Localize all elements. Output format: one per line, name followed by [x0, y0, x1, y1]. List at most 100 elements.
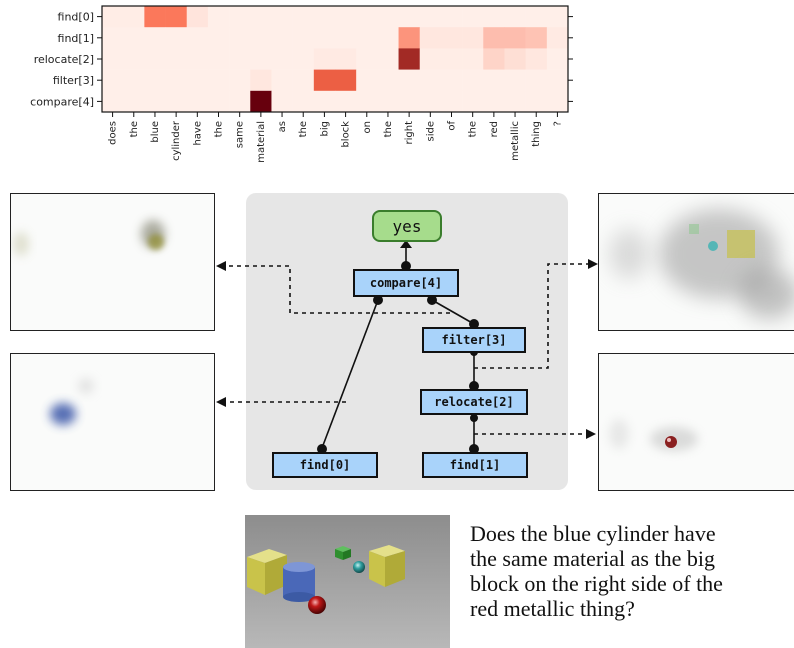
heatmap-cell — [123, 69, 145, 92]
heatmap-col-label: the — [298, 121, 309, 137]
heatmap-cell — [313, 48, 336, 70]
heatmap-col-label: cylinder — [171, 120, 182, 161]
question-text: Does the blue cylinder have the same mat… — [470, 521, 794, 621]
heatmap-cell — [525, 27, 548, 49]
heatmap-cell — [271, 90, 293, 113]
heatmap-cell — [144, 6, 166, 28]
heatmap-cell — [165, 90, 188, 113]
attention-blobs — [50, 378, 94, 425]
heatmap-col-labels: does the blue cylinder have the same material as… — [108, 112, 563, 163]
heatmap-cell — [144, 90, 166, 113]
heatmap-cell — [271, 6, 293, 28]
heatmap-cell — [102, 90, 124, 113]
heatmap-cell — [356, 90, 378, 113]
heatmap-cell — [186, 6, 209, 28]
heatmap-cell — [186, 90, 209, 113]
heatmap-cell — [229, 90, 251, 113]
heatmap-cell — [207, 27, 230, 49]
heatmap-cell — [271, 69, 293, 92]
edge-compare-find0 — [321, 299, 379, 449]
heatmap-cell — [398, 6, 421, 28]
heatmap-cell — [546, 48, 569, 70]
heatmap-cell — [292, 69, 315, 92]
heatmap-cell — [483, 6, 505, 28]
heatmap-cell — [377, 48, 399, 70]
module-filter: filter[3] — [422, 327, 526, 353]
heatmap-col-label: the — [214, 121, 225, 137]
attention-map-find-0 — [10, 353, 215, 491]
heatmap-cell — [546, 69, 569, 92]
heatmap-cell — [440, 27, 463, 49]
question-line: red metallic thing? — [470, 596, 635, 621]
attention-blobs — [609, 209, 794, 319]
heatmap-cell — [356, 6, 378, 28]
heatmap-cell — [144, 69, 166, 92]
heatmap-cell — [186, 69, 209, 92]
heatmap-cell — [102, 48, 124, 70]
heatmap-row-label: relocate[2] — [34, 53, 94, 66]
heatmap-cell — [440, 6, 463, 28]
attention-blobs — [609, 419, 698, 451]
heatmap-cell — [292, 27, 315, 49]
heatmap-cell — [546, 90, 569, 113]
heatmap-col-label: thing — [531, 121, 542, 147]
heatmap-cell — [504, 90, 526, 113]
heatmap-col-label: metallic — [510, 121, 521, 161]
heatmap-cell — [525, 6, 548, 28]
heatmap-cell — [462, 90, 484, 113]
attention-map-filter — [598, 193, 794, 331]
heatmap-cell — [462, 27, 484, 49]
heatmap-cell — [250, 48, 272, 70]
heatmap-cell — [483, 69, 505, 92]
heatmap-cell — [525, 69, 548, 92]
heatmap-cell — [165, 69, 188, 92]
heatmap-cell — [144, 48, 166, 70]
scene-image — [245, 515, 450, 648]
heatmap-cell — [440, 69, 463, 92]
heatmap-cell — [102, 69, 124, 92]
module-find-0: find[0] — [272, 452, 378, 478]
attention-map-find-filter — [10, 193, 215, 331]
heatmap-col-label: big — [319, 121, 330, 136]
heatmap-cell — [483, 48, 505, 70]
heatmap-cell — [525, 48, 548, 70]
attention-blobs — [13, 220, 165, 256]
heatmap-cell — [207, 90, 230, 113]
heatmap-cell — [462, 69, 484, 92]
heatmap-cell — [335, 48, 357, 70]
heatmap-cell — [144, 27, 166, 49]
heatmap-cell — [186, 48, 209, 70]
heatmap-cell — [102, 6, 124, 28]
heatmap-cell — [165, 48, 188, 70]
heatmap-row-labels: find[0] find[1] relocate[2] filter[3] compar… — [30, 11, 573, 108]
heatmap-cell — [313, 69, 336, 92]
heatmap-cell — [313, 6, 336, 28]
heatmap-cell — [271, 27, 293, 49]
heatmap-cell — [398, 90, 421, 113]
question-line: block on the right side of the — [470, 571, 723, 596]
heatmap-row-label: filter[3] — [53, 74, 94, 87]
heatmap-cell — [102, 27, 124, 49]
attention-map-relocate — [598, 353, 794, 491]
heatmap-cell — [462, 6, 484, 28]
heatmap-cell — [377, 27, 399, 49]
heatmap-cell — [504, 27, 526, 49]
heatmap-cell — [250, 27, 272, 49]
heatmap-cell — [398, 27, 421, 49]
heatmap-cell — [377, 6, 399, 28]
dashed-compare-to-left-top — [226, 265, 450, 314]
heatmap-col-label: of — [447, 121, 458, 131]
heatmap-cell — [356, 27, 378, 49]
question-line: Does the blue cylinder have — [470, 521, 716, 546]
heatmap-col-label: red — [489, 121, 500, 137]
heatmap-cell — [123, 6, 145, 28]
heatmap-cell — [440, 90, 463, 113]
heatmap-cell — [483, 27, 505, 49]
heatmap-cell — [229, 69, 251, 92]
heatmap-cell — [546, 27, 569, 49]
heatmap-cell — [207, 69, 230, 92]
heatmap-cell — [419, 69, 442, 92]
heatmap-col-label: ? — [552, 121, 563, 126]
heatmap-cell — [377, 69, 399, 92]
heatmap-cell — [377, 90, 399, 113]
